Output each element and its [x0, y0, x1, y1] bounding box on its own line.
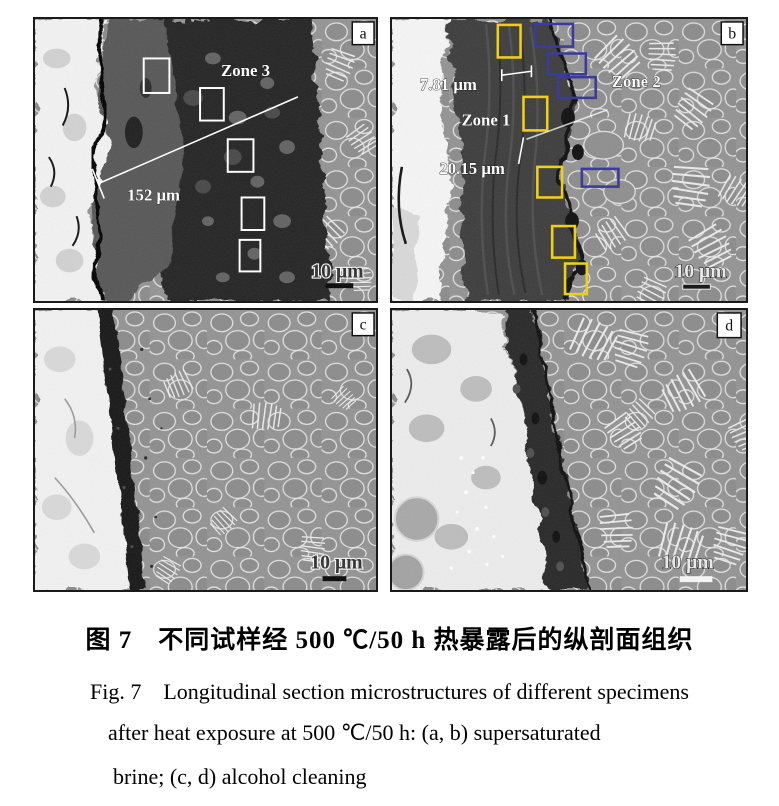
- scale-bar-d-label: 10 μm: [661, 551, 714, 573]
- micrograph-panel-b: 7.81 μm 20.15 μm Zone 1 Zone 2 10 μm b: [390, 17, 748, 303]
- micrograph-texture-c: [35, 310, 376, 590]
- highlight-boxes-b-yellow: [496, 23, 589, 296]
- highlight-box-white: [199, 87, 225, 122]
- caption-english-line2: after heat exposure at 500 ℃/50 h: (a, b…: [108, 720, 601, 745]
- micrograph-texture-b: [392, 19, 746, 301]
- zone1-label: Zone 1: [461, 111, 510, 130]
- scale-bar-c-rule: [322, 576, 347, 582]
- panel-label-b-text: b: [728, 26, 736, 43]
- highlight-box-blue: [580, 167, 620, 188]
- highlight-box-yellow: [563, 262, 589, 296]
- measurement-2015: 20.15 μm: [439, 108, 608, 178]
- highlight-box-blue: [556, 75, 597, 100]
- panel-label-d: d: [716, 312, 742, 339]
- caption-chinese: 图 7 不同试样经 500 ℃/50 h 热暴露后的纵剖面组织: [85, 627, 694, 654]
- highlight-box-white: [238, 238, 262, 273]
- scale-bar-b-label: 10 μm: [674, 260, 727, 282]
- panel-label-c: c: [351, 312, 375, 337]
- measurement-2015-label: 20.15 μm: [439, 159, 505, 178]
- highlight-box-yellow: [522, 95, 549, 132]
- micrograph-panel-a: 152 μm Zone 3 10 μm a: [33, 17, 378, 303]
- highlight-box-yellow: [496, 23, 522, 59]
- micrograph-panel-c: 10 μm c: [33, 308, 378, 592]
- micrograph-texture-a: [35, 19, 376, 301]
- panel-label-b: b: [720, 21, 744, 46]
- highlight-box-blue: [546, 52, 588, 76]
- micrograph-texture-d: [392, 310, 746, 590]
- measurement-781: 7.81 μm: [419, 65, 533, 94]
- highlight-box-white: [226, 138, 255, 173]
- panel-label-d-text: d: [725, 318, 733, 335]
- zone3-label: Zone 3: [221, 61, 270, 80]
- scale-bar-d-rule: [679, 576, 713, 583]
- highlight-boxes-a: [142, 57, 266, 273]
- scale-bar-a-rule: [325, 283, 354, 289]
- measurement-152-label: 152 μm: [127, 185, 180, 204]
- zone2-label: Zone 2: [612, 72, 661, 91]
- scale-bar-c-label: 10 μm: [310, 551, 363, 573]
- scale-bar-b: 10 μm: [674, 260, 728, 290]
- scale-bar-a-label: 10 μm: [311, 260, 364, 282]
- caption-english-line1: Fig. 7 Longitudinal section microstructu…: [90, 679, 689, 704]
- panel-label-a-text: a: [360, 26, 367, 43]
- panel-label-a: a: [351, 21, 375, 46]
- caption-english-line3: brine; (c, d) alcohol cleaning: [113, 764, 367, 789]
- scale-bar-b-rule: [682, 283, 711, 290]
- scale-bar-a: 10 μm: [310, 259, 365, 289]
- highlight-box-blue: [534, 22, 575, 48]
- micrograph-panel-d: 10 μm d: [390, 308, 748, 592]
- highlight-box-yellow: [536, 165, 564, 199]
- measurement-781-label: 7.81 μm: [420, 75, 477, 94]
- measurement-152: 152 μm: [91, 96, 299, 205]
- scale-bar-c: 10 μm: [309, 550, 364, 582]
- highlight-box-white: [142, 57, 171, 94]
- highlight-box-yellow: [550, 224, 577, 259]
- highlight-box-white: [240, 196, 266, 231]
- highlight-boxes-b-blue: [534, 22, 620, 188]
- panel-label-c-text: c: [360, 317, 367, 334]
- scale-bar-d: 10 μm: [661, 551, 715, 583]
